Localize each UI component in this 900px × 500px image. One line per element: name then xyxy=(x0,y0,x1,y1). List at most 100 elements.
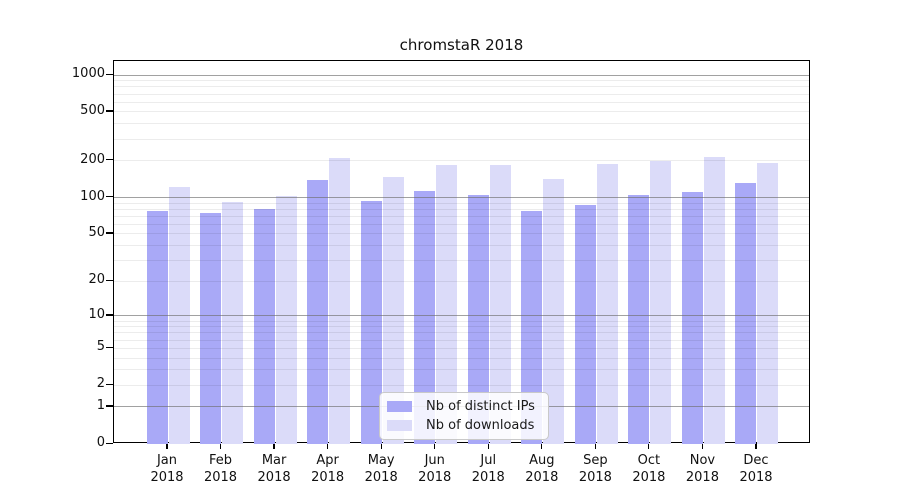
legend-swatch-distinct-ips xyxy=(387,401,412,412)
x-axis-tick-label-jun: Jun 2018 xyxy=(418,453,452,485)
y-axis-tick-mark xyxy=(106,159,113,161)
bar-downloads-sep-2018 xyxy=(596,163,618,444)
y-axis-tick-mark xyxy=(106,110,113,112)
bar-distinct-ips-jun-2018 xyxy=(414,190,436,444)
x-axis-tick-label-nov: Nov 2018 xyxy=(685,453,719,485)
gridline-10 xyxy=(114,315,809,317)
bar-downloads-nov-2018 xyxy=(703,156,725,444)
gridline-2 xyxy=(114,384,809,386)
gridline-6 xyxy=(114,339,809,341)
bar-distinct-ips-nov-2018 xyxy=(681,191,703,444)
legend: Nb of distinct IPs Nb of downloads xyxy=(379,392,549,440)
gridline-600 xyxy=(114,101,809,103)
x-axis-tick-label-may: May 2018 xyxy=(364,453,398,485)
gridline-20 xyxy=(114,280,809,282)
gridline-7 xyxy=(114,332,809,334)
gridline-300 xyxy=(114,138,809,140)
x-axis-tick-mark xyxy=(273,443,275,449)
bar-downloads-aug-2018 xyxy=(543,178,565,444)
gridline-3 xyxy=(114,369,809,371)
gridline-9 xyxy=(114,320,809,322)
x-axis-tick-label-oct: Oct 2018 xyxy=(632,453,666,485)
y-axis-tick-label-1000: 1000 xyxy=(71,66,105,81)
bar-downloads-dec-2018 xyxy=(757,162,779,444)
y-axis-tick-label-200: 200 xyxy=(80,151,105,167)
bar-distinct-ips-oct-2018 xyxy=(628,194,650,444)
x-axis-tick-label-mar: Mar 2018 xyxy=(257,453,291,485)
y-axis-tick-label-500: 500 xyxy=(80,102,105,118)
y-axis-tick-mark xyxy=(106,73,113,75)
x-axis-tick-label-feb: Feb 2018 xyxy=(203,453,238,485)
x-axis-tick-mark xyxy=(755,443,757,449)
bar-downloads-oct-2018 xyxy=(650,160,672,444)
x-axis-tick-mark xyxy=(434,443,436,449)
y-axis-tick-mark xyxy=(106,279,113,282)
gridline-900 xyxy=(114,80,809,82)
gridline-400 xyxy=(114,123,809,125)
x-axis-tick-label-jul: Jul 2018 xyxy=(471,453,505,485)
y-axis-tick-label-100: 100 xyxy=(80,188,105,204)
gridline-100 xyxy=(114,197,809,198)
y-axis-tick-mark xyxy=(106,232,113,234)
x-axis-tick-label-dec: Dec 2018 xyxy=(739,453,773,485)
gridline-50 xyxy=(114,233,809,235)
y-axis-tick-mark xyxy=(106,196,113,198)
x-axis-tick-mark xyxy=(594,443,596,449)
gridline-80 xyxy=(114,208,809,210)
bar-distinct-ips-jan-2018 xyxy=(146,210,168,444)
bar-distinct-ips-jul-2018 xyxy=(467,194,489,444)
y-axis-tick-label-10: 10 xyxy=(88,306,105,322)
y-axis-tick-label-0: 0 xyxy=(96,435,105,450)
gridline-200 xyxy=(114,160,809,162)
bar-downloads-may-2018 xyxy=(382,176,404,444)
y-axis-tick-mark xyxy=(106,314,113,316)
gridline-70 xyxy=(114,215,809,217)
y-axis-tick-label-1: 1 xyxy=(96,397,105,413)
x-axis-tick-label-apr: Apr 2018 xyxy=(311,453,345,485)
plot-area xyxy=(113,60,810,444)
bar-downloads-jul-2018 xyxy=(489,164,511,444)
legend-swatch-downloads xyxy=(387,420,412,431)
bar-distinct-ips-mar-2018 xyxy=(253,209,275,444)
y-axis-tick-label-5: 5 xyxy=(96,339,105,355)
y-axis-tick-label-20: 20 xyxy=(88,272,105,288)
x-axis-tick-mark xyxy=(219,443,222,449)
gridline-800 xyxy=(114,86,809,88)
chart-title: chromstaR 2018 xyxy=(399,36,524,54)
x-axis-tick-label-aug: Aug 2018 xyxy=(525,453,559,485)
legend-entry-downloads: Nb of downloads xyxy=(387,418,535,433)
bar-distinct-ips-may-2018 xyxy=(360,200,382,444)
x-axis-tick-label-jan: Jan 2018 xyxy=(150,453,184,485)
bar-downloads-jun-2018 xyxy=(436,164,458,444)
y-axis-tick-label-2: 2 xyxy=(96,376,105,392)
x-axis-tick-label-sep: Sep 2018 xyxy=(578,453,612,485)
x-axis-tick-mark xyxy=(166,443,168,449)
x-axis-tick-mark xyxy=(327,443,329,449)
bar-distinct-ips-feb-2018 xyxy=(200,213,222,444)
legend-label-distinct-ips: Nb of distinct IPs xyxy=(426,399,535,414)
gridline-4 xyxy=(114,357,809,359)
y-axis-tick-mark xyxy=(106,405,113,407)
gridline-700 xyxy=(114,93,809,95)
x-axis-tick-mark xyxy=(541,443,543,449)
legend-entry-distinct-ips: Nb of distinct IPs xyxy=(387,399,535,414)
gridline-8 xyxy=(114,326,809,328)
gridline-500 xyxy=(114,111,809,113)
gridline-40 xyxy=(114,245,809,247)
bar-distinct-ips-apr-2018 xyxy=(307,180,329,444)
legend-label-downloads: Nb of downloads xyxy=(426,418,535,433)
x-axis-tick-mark xyxy=(380,443,382,449)
gridline-60 xyxy=(114,223,809,225)
x-axis-tick-mark xyxy=(701,443,704,449)
y-axis-tick-mark xyxy=(106,442,113,444)
gridline-1000 xyxy=(114,74,809,76)
bar-distinct-ips-dec-2018 xyxy=(735,182,757,444)
bar-downloads-feb-2018 xyxy=(222,202,244,444)
x-axis-tick-mark xyxy=(487,443,489,449)
y-axis-tick-mark xyxy=(106,383,113,385)
bar-distinct-ips-aug-2018 xyxy=(521,210,543,444)
x-axis-tick-mark xyxy=(648,443,650,449)
y-axis-tick-label-50: 50 xyxy=(88,224,105,240)
bar-distinct-ips-sep-2018 xyxy=(574,204,596,444)
